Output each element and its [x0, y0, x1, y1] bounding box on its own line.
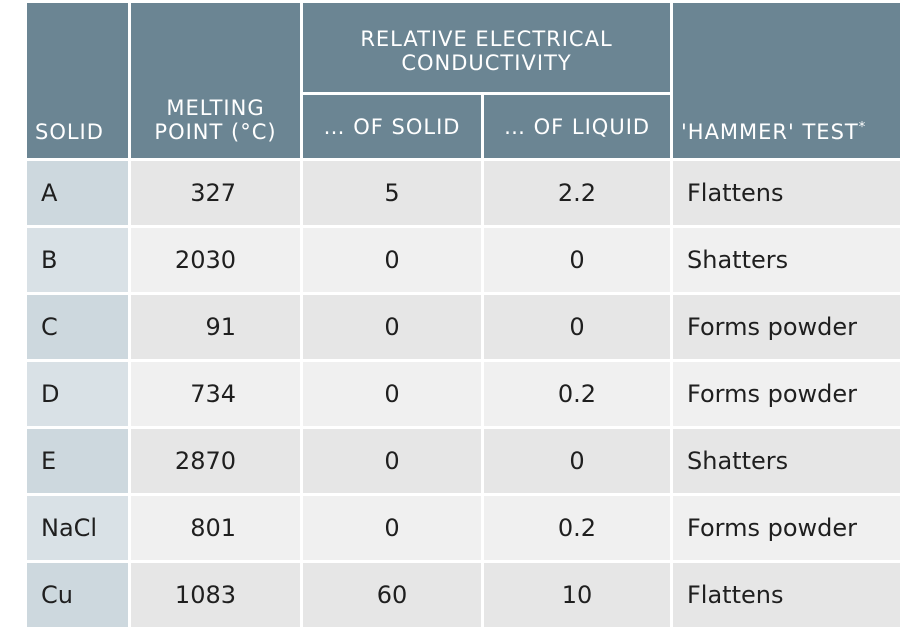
- table-row: Cu 1083 60 10 Flattens: [24, 560, 903, 629]
- table-body: A 327 5 2.2 Flattens B 2030 0 0 Shatters…: [24, 158, 903, 629]
- cell-hammer-test: Forms powder: [670, 292, 903, 362]
- cell-solid: D: [24, 359, 131, 429]
- header-conductivity-liquid: … OF LIQUID: [481, 92, 673, 161]
- cell-solid: E: [24, 426, 131, 496]
- cell-conductivity-solid: 0: [300, 426, 484, 496]
- table-row: D 734 0 0.2 Forms powder: [24, 359, 903, 429]
- header-hammer-test: 'HAMMER' TEST*: [670, 0, 903, 161]
- cell-conductivity-solid: 0: [300, 359, 484, 429]
- cell-hammer-test: Shatters: [670, 426, 903, 496]
- cell-conductivity-liquid: 2.2: [481, 158, 673, 228]
- header-conductivity-group: RELATIVE ELECTRICAL CONDUCTIVITY: [300, 0, 673, 95]
- header-hammer-test-label: 'HAMMER' TEST: [681, 120, 859, 144]
- cell-melting-point: 734: [128, 359, 303, 429]
- table-row: E 2870 0 0 Shatters: [24, 426, 903, 496]
- cell-solid: C: [24, 292, 131, 362]
- cell-hammer-test: Flattens: [670, 158, 903, 228]
- cell-conductivity-liquid: 0: [481, 426, 673, 496]
- cell-melting-point: 2030: [128, 225, 303, 295]
- table-row: C 91 0 0 Forms powder: [24, 292, 903, 362]
- cell-conductivity-liquid: 0.2: [481, 493, 673, 563]
- table-row: B 2030 0 0 Shatters: [24, 225, 903, 295]
- cell-hammer-test: Forms powder: [670, 493, 903, 563]
- cell-hammer-test: Flattens: [670, 560, 903, 629]
- cell-conductivity-solid: 60: [300, 560, 484, 629]
- cell-melting-point: 91: [128, 292, 303, 362]
- properties-table: SOLID MELTING POINT (°C) RELATIVE ELECTR…: [24, 0, 903, 629]
- header-melting-point: MELTING POINT (°C): [128, 0, 303, 161]
- cell-solid: B: [24, 225, 131, 295]
- cell-conductivity-solid: 0: [300, 292, 484, 362]
- cell-solid: NaCl: [24, 493, 131, 563]
- cell-solid: A: [24, 158, 131, 228]
- table-row: NaCl 801 0 0.2 Forms powder: [24, 493, 903, 563]
- cell-hammer-test: Forms powder: [670, 359, 903, 429]
- cell-conductivity-liquid: 10: [481, 560, 673, 629]
- cell-melting-point: 327: [128, 158, 303, 228]
- header-solid: SOLID: [24, 0, 131, 161]
- cell-conductivity-solid: 0: [300, 225, 484, 295]
- cell-conductivity-solid: 5: [300, 158, 484, 228]
- cell-solid: Cu: [24, 560, 131, 629]
- cell-hammer-test: Shatters: [670, 225, 903, 295]
- table-row: A 327 5 2.2 Flattens: [24, 158, 903, 228]
- cell-melting-point: 2870: [128, 426, 303, 496]
- cell-conductivity-liquid: 0: [481, 292, 673, 362]
- cell-conductivity-liquid: 0: [481, 225, 673, 295]
- header-conductivity-solid: … OF SOLID: [300, 92, 484, 161]
- footnote-mark: *: [858, 120, 867, 135]
- cell-conductivity-liquid: 0.2: [481, 359, 673, 429]
- cell-melting-point: 1083: [128, 560, 303, 629]
- table-header: SOLID MELTING POINT (°C) RELATIVE ELECTR…: [24, 0, 903, 161]
- cell-conductivity-solid: 0: [300, 493, 484, 563]
- cell-melting-point: 801: [128, 493, 303, 563]
